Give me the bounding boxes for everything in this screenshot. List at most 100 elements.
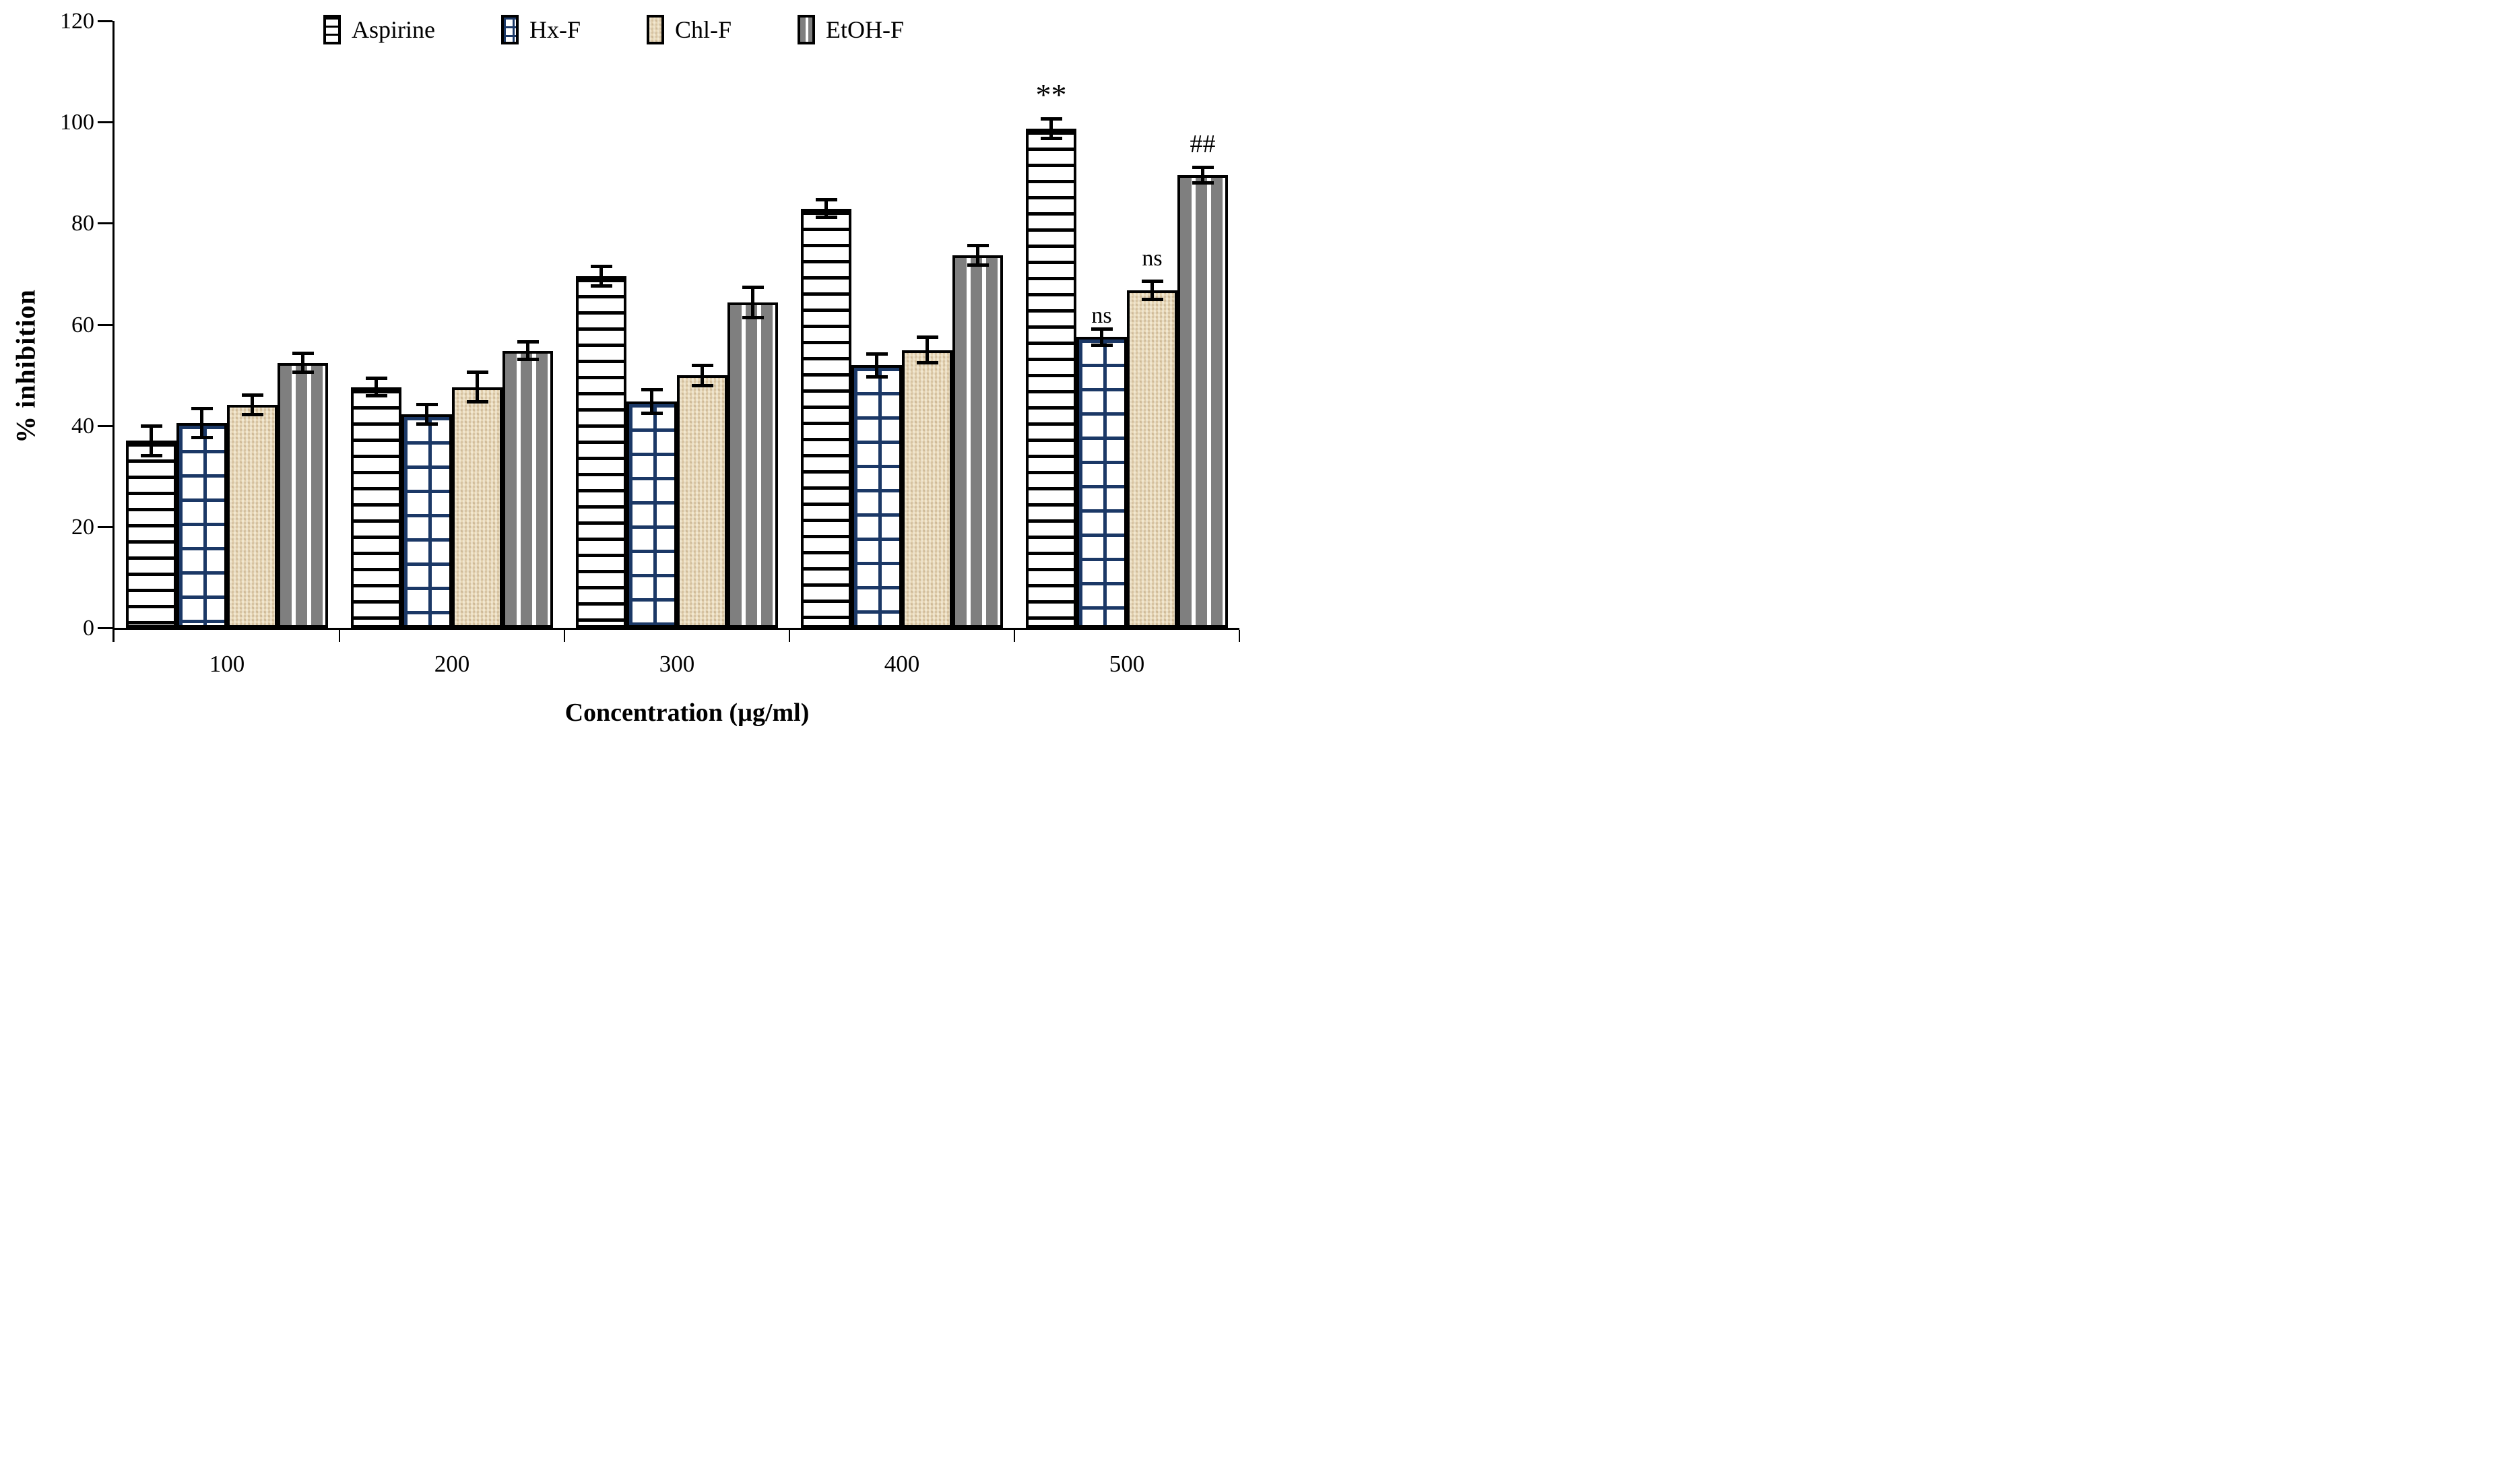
bar-hx-f-100	[176, 422, 227, 628]
error-bar-top-cap	[916, 335, 938, 340]
y-axis-tick	[98, 424, 112, 427]
legend-swatch-chl-f-icon	[647, 15, 664, 44]
error-bar	[976, 245, 979, 265]
error-bar	[1049, 118, 1053, 139]
error-bar	[526, 342, 529, 360]
error-bar-bottom-cap	[691, 384, 713, 388]
legend: Aspirine Hx-F Chl-F EtOH-F	[323, 15, 904, 44]
error-bar	[875, 354, 878, 377]
error-bar	[375, 378, 378, 397]
x-category-label: 100	[209, 651, 245, 677]
y-tick-label: 80	[71, 211, 94, 236]
bar-chl-f-200	[452, 387, 502, 628]
legend-swatch-aspirine-icon	[323, 15, 341, 44]
error-bar-top-cap	[517, 340, 539, 344]
error-bar-bottom-cap	[140, 453, 162, 457]
legend-label: Hx-F	[529, 16, 581, 43]
error-bar	[926, 337, 929, 364]
error-bar-bottom-cap	[241, 412, 263, 416]
error-bar-top-cap	[590, 265, 612, 269]
bar-etoh-f-400	[952, 255, 1003, 628]
bar-hx-f-400	[851, 365, 902, 628]
error-bar-top-cap	[1192, 165, 1214, 169]
y-tick-label: 60	[71, 312, 94, 337]
error-bar	[751, 286, 754, 319]
error-bar-top-cap	[1040, 117, 1062, 121]
error-bar-top-cap	[365, 377, 387, 381]
error-bar-top-cap	[967, 243, 989, 247]
bar-etoh-f-200	[502, 350, 553, 628]
legend-swatch-etoh-f-icon	[798, 15, 816, 44]
error-bar	[824, 199, 828, 218]
bar-aspirine-100	[126, 441, 176, 628]
error-bar	[599, 266, 603, 287]
bar-aspirine-400	[801, 208, 851, 628]
error-bar-bottom-cap	[967, 263, 989, 267]
error-bar	[301, 353, 304, 373]
x-axis-line	[112, 628, 1239, 630]
error-bar-top-cap	[866, 352, 888, 356]
legend-label: Chl-F	[675, 16, 732, 43]
bar-etoh-f-500	[1177, 175, 1228, 628]
error-bar-bottom-cap	[641, 412, 663, 416]
error-bar-top-cap	[815, 198, 837, 202]
bar-chl-f-100	[227, 404, 278, 628]
error-bar	[200, 408, 203, 438]
error-bar-top-cap	[466, 370, 488, 375]
error-bar	[425, 404, 428, 425]
x-category-label: 300	[659, 651, 695, 677]
y-tick-label: 120	[60, 9, 94, 34]
error-bar-top-cap	[691, 363, 713, 367]
bar-hx-f-500	[1076, 337, 1127, 628]
bar-etoh-f-100	[278, 362, 328, 628]
error-bar-bottom-cap	[466, 400, 488, 404]
error-bar-bottom-cap	[416, 422, 438, 426]
significance-annotation: ns	[1142, 245, 1163, 271]
bar-aspirine-300	[576, 276, 626, 628]
error-bar-bottom-cap	[815, 216, 837, 220]
y-tick-label: 20	[71, 514, 94, 540]
legend-item-etoh-f: EtOH-F	[798, 15, 904, 44]
error-bar-bottom-cap	[590, 284, 612, 288]
y-tick-label: 40	[71, 413, 94, 439]
legend-label: Aspirine	[352, 16, 435, 43]
error-bar-bottom-cap	[517, 358, 539, 362]
error-bar	[1201, 166, 1204, 183]
error-bar	[1150, 280, 1154, 300]
legend-label: EtOH-F	[826, 16, 905, 43]
error-bar-top-cap	[416, 403, 438, 407]
x-axis-tick	[112, 630, 114, 642]
error-bar-bottom-cap	[742, 316, 764, 320]
y-axis-tick	[98, 525, 112, 528]
bar-hx-f-200	[401, 414, 452, 628]
y-axis-tick	[98, 323, 112, 326]
error-bar	[476, 372, 479, 403]
bar-chl-f-300	[677, 375, 727, 628]
bar-hx-f-300	[626, 401, 677, 628]
bar-chart-figure: Aspirine Hx-F Chl-F EtOH-F % inhibition 0 20…	[0, 0, 1250, 742]
x-axis-tick	[1239, 630, 1240, 642]
significance-annotation: ns	[1091, 302, 1112, 328]
bar-aspirine-500	[1026, 128, 1076, 628]
y-tick-label: 0	[83, 616, 94, 641]
error-bar-bottom-cap	[292, 370, 314, 374]
x-axis-title: Concentration (µg/ml)	[564, 699, 810, 727]
error-bar-bottom-cap	[1040, 136, 1062, 140]
error-bar-top-cap	[191, 407, 213, 411]
error-bar-top-cap	[241, 393, 263, 397]
x-axis-tick	[789, 630, 790, 642]
x-category-label: 200	[434, 651, 470, 677]
x-axis-tick	[1014, 630, 1015, 642]
x-category-label: 400	[884, 651, 920, 677]
bar-chl-f-500	[1127, 290, 1177, 628]
error-bar	[1100, 328, 1103, 346]
error-bar-top-cap	[140, 424, 162, 428]
error-bar-bottom-cap	[916, 361, 938, 365]
error-bar	[251, 394, 254, 415]
bar-chl-f-400	[902, 350, 952, 628]
bar-aspirine-200	[351, 387, 401, 628]
y-tick-label: 100	[60, 110, 94, 135]
legend-item-chl-f: Chl-F	[647, 15, 732, 44]
error-bar-bottom-cap	[1141, 298, 1163, 302]
error-bar-bottom-cap	[1091, 344, 1113, 348]
